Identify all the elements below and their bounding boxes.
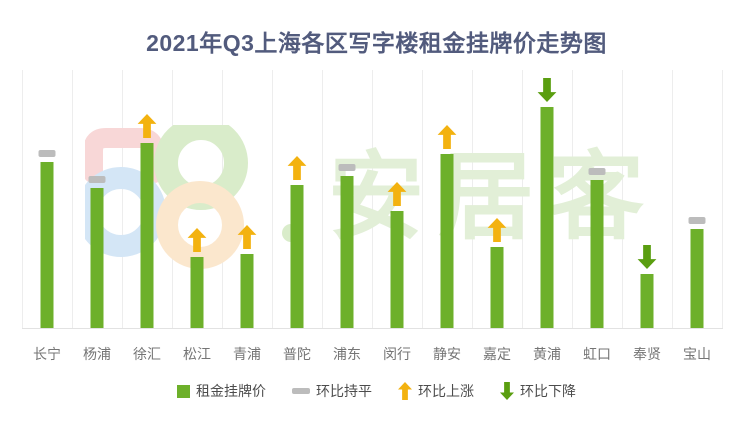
legend-label: 租金挂牌价	[196, 383, 266, 399]
x-axis-label: 静安	[433, 346, 461, 362]
bar-column-8	[372, 70, 422, 328]
up-arrow-marker-icon	[387, 182, 407, 206]
bar-column-9	[422, 70, 472, 328]
bar-column-6	[272, 70, 322, 328]
rent-price-bar	[240, 254, 254, 328]
up-arrow-marker-icon	[487, 218, 507, 242]
flat-dash-marker	[338, 164, 356, 171]
legend-down-arrow-icon	[500, 382, 514, 400]
up-arrow-marker-icon	[187, 228, 207, 252]
rent-price-bar	[40, 162, 54, 328]
rent-price-bar	[540, 107, 554, 328]
flat-dash-marker	[38, 150, 56, 157]
legend-item-bar: 租金挂牌价	[177, 381, 266, 401]
down-arrow-marker-icon	[537, 78, 557, 102]
x-axis-label: 杨浦	[83, 346, 111, 362]
up-arrow-marker-icon	[437, 125, 457, 149]
legend-up-arrow-icon	[398, 382, 412, 400]
legend-item-flat: 环比持平	[292, 381, 372, 401]
rent-price-bar	[190, 257, 204, 328]
rent-price-bar	[340, 176, 354, 328]
bar-column-5	[222, 70, 272, 328]
x-axis-label: 松江	[183, 346, 211, 362]
legend-label: 环比持平	[316, 383, 372, 399]
rent-price-bar	[390, 211, 404, 328]
rent-price-bar	[490, 247, 504, 328]
legend-label: 环比上涨	[418, 383, 474, 399]
bar-column-1	[22, 70, 72, 328]
bar-column-7	[322, 70, 372, 328]
legend-item-down: 环比下降	[500, 381, 576, 401]
plot-area: 安居客	[22, 70, 723, 329]
x-axis-label: 奉贤	[633, 346, 661, 362]
x-axis-label: 长宁	[33, 346, 61, 362]
bar-column-2	[72, 70, 122, 328]
x-axis-label: 闵行	[383, 346, 411, 362]
rent-price-bar	[140, 143, 154, 328]
legend-label: 环比下降	[520, 383, 576, 399]
legend-item-up: 环比上涨	[398, 381, 474, 401]
legend-flat-dash-icon	[292, 388, 310, 394]
bar-column-14	[672, 70, 722, 328]
x-axis-label: 青浦	[233, 346, 261, 362]
rent-price-bar	[690, 229, 704, 328]
bar-column-11	[522, 70, 572, 328]
flat-dash-marker	[588, 168, 606, 175]
x-axis-label: 浦东	[333, 346, 361, 362]
x-axis-label: 虹口	[583, 346, 611, 362]
rent-price-bar	[90, 188, 104, 328]
rent-price-bar	[590, 180, 604, 328]
rent-price-bar	[440, 154, 454, 328]
x-axis-label: 宝山	[683, 346, 711, 362]
x-axis-label: 普陀	[283, 346, 311, 362]
chart-title: 2021年Q3上海各区写字楼租金挂牌价走势图	[146, 30, 607, 56]
x-axis-label: 嘉定	[483, 346, 511, 362]
up-arrow-marker-icon	[287, 156, 307, 180]
down-arrow-marker-icon	[637, 245, 657, 269]
up-arrow-marker-icon	[137, 114, 157, 138]
bar-column-10	[472, 70, 522, 328]
x-axis-labels: 长宁 杨浦 徐汇 松江 青浦 普陀 浦东 闵行 静安 嘉定 黄浦 虹口 奉贤 宝山	[22, 344, 722, 364]
legend: 租金挂牌价 环比持平 环比上涨 环比下降	[0, 381, 753, 401]
rent-price-bar	[640, 274, 654, 328]
bar-column-4	[172, 70, 222, 328]
flat-dash-marker	[88, 176, 106, 183]
rent-price-bar	[290, 185, 304, 328]
x-axis-label: 徐汇	[133, 346, 161, 362]
up-arrow-marker-icon	[237, 225, 257, 249]
bar-column-3	[122, 70, 172, 328]
legend-bar-swatch-icon	[177, 384, 190, 398]
bar-column-13	[622, 70, 672, 328]
flat-dash-marker	[688, 217, 706, 224]
bar-column-12	[572, 70, 622, 328]
x-axis-label: 黄浦	[533, 346, 561, 362]
